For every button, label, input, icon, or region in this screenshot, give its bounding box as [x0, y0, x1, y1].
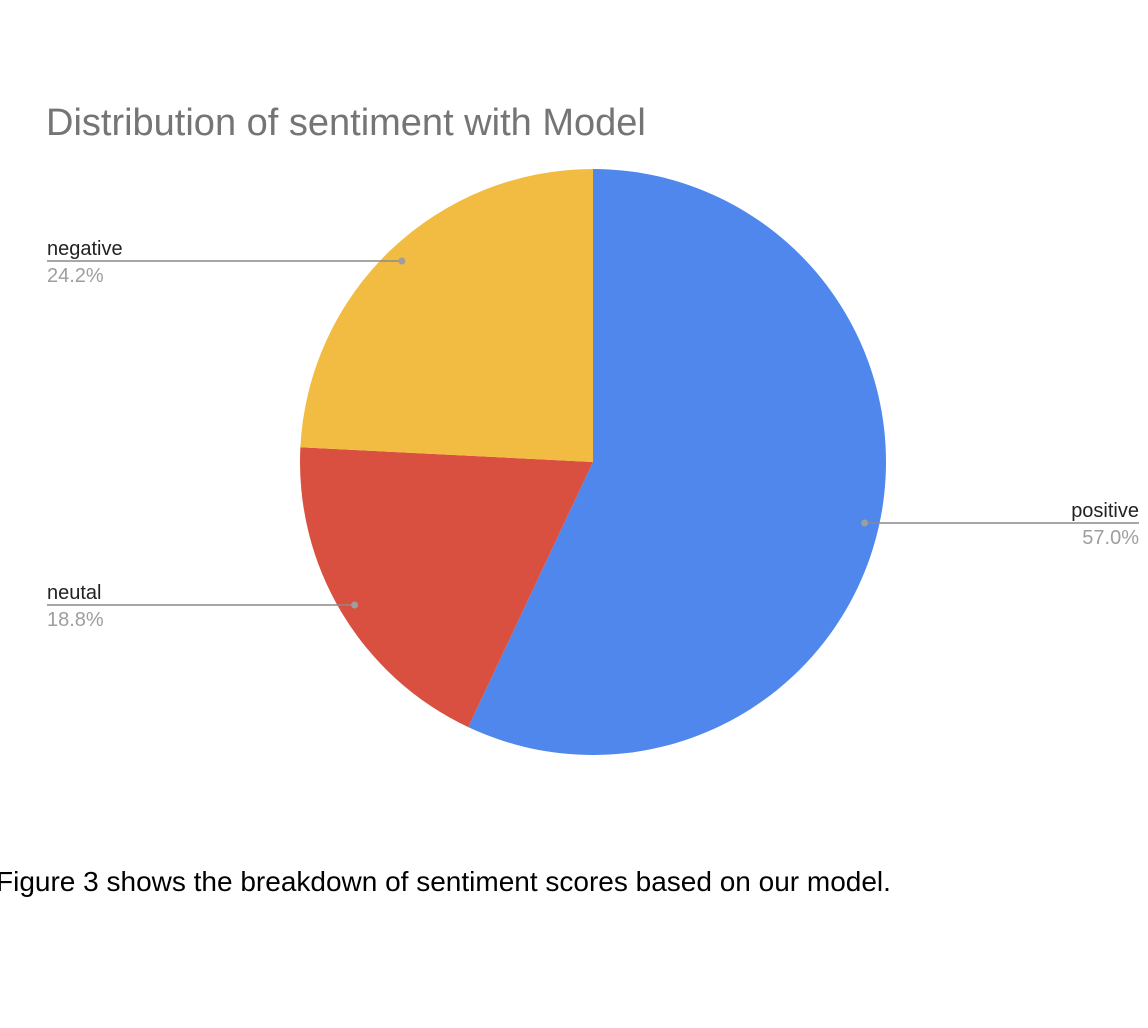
- slice-label-negative: negative: [47, 238, 123, 260]
- figure-caption: Figure 3 shows the breakdown of sentimen…: [0, 866, 891, 897]
- pie-slices: [300, 169, 887, 755]
- pie-slice-positive: [468, 169, 887, 755]
- slice-value-neutal: 18.8%: [47, 609, 104, 631]
- slice-label-positive: positive: [1071, 500, 1139, 522]
- pie-chart-figure: Distribution of sentiment with Model pos…: [46, 102, 1139, 755]
- pie-slice-neutal: [300, 447, 593, 728]
- pie-slice-negative: [300, 169, 593, 462]
- pie-chart: positive 57.0% neutal 18.8% negative 24.2%: [47, 169, 1139, 755]
- leader-dot-neutal: [351, 601, 359, 609]
- slice-labels: positive 57.0% neutal 18.8% negative 24.2%: [47, 238, 1139, 631]
- slice-value-positive: 57.0%: [1082, 527, 1139, 549]
- slice-value-negative: 24.2%: [47, 265, 104, 287]
- leader-dot-positive: [861, 519, 869, 527]
- chart-title: Distribution of sentiment with Model: [46, 102, 646, 144]
- slice-label-neutal: neutal: [47, 582, 102, 604]
- leader-dot-negative: [398, 257, 406, 265]
